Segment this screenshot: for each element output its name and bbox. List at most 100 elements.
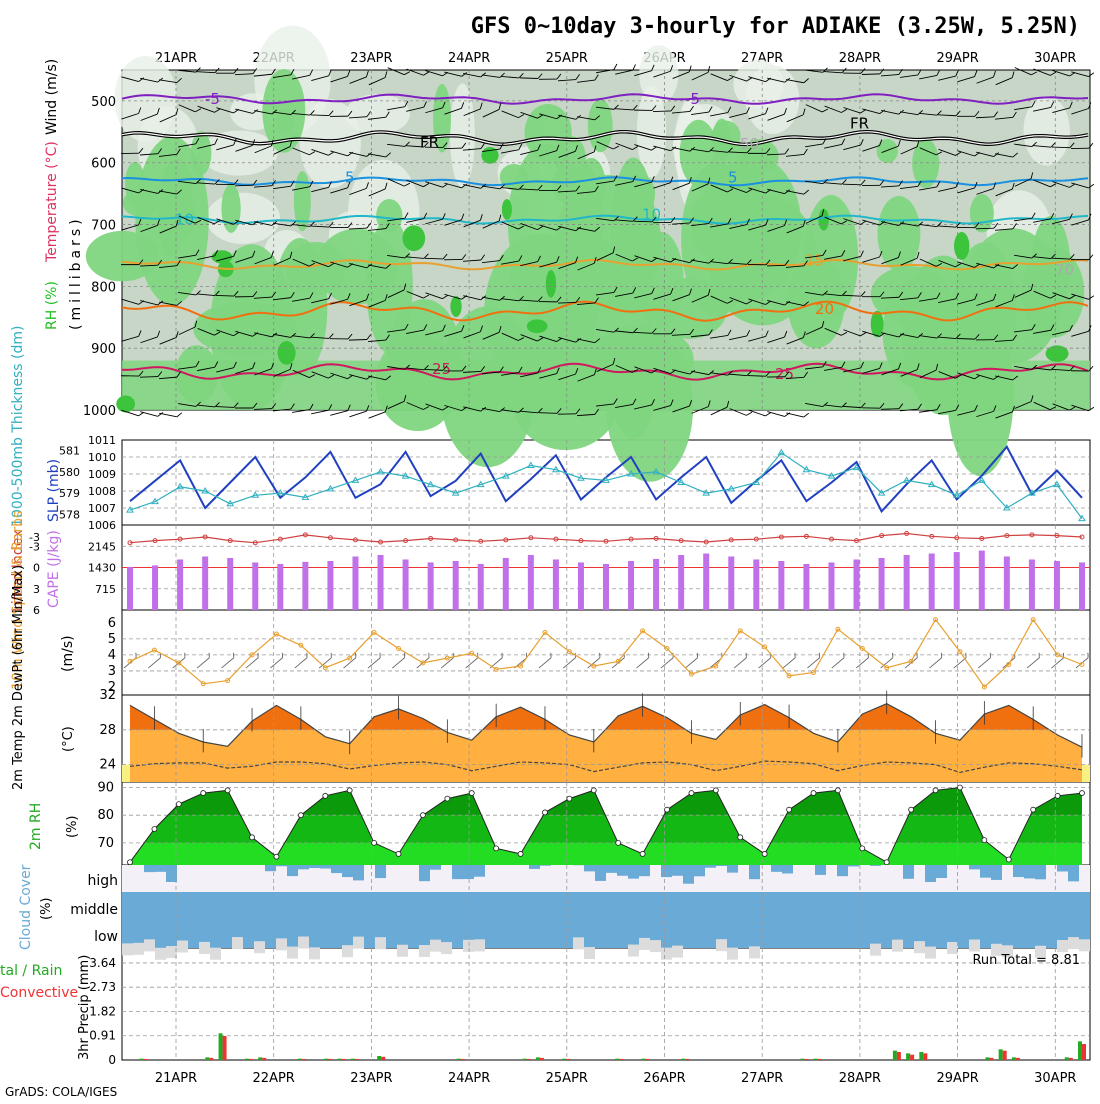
- cloud-low-gap: [969, 940, 980, 952]
- cloud-low-gap: [474, 939, 485, 951]
- precip-total-bar: [258, 1057, 262, 1060]
- date-label: 30APR: [1034, 51, 1076, 66]
- cloud-low-gap: [254, 941, 265, 953]
- cloud-low-gap: [342, 945, 353, 957]
- cloud-high-bar: [1024, 865, 1035, 878]
- rh-point: [372, 840, 377, 845]
- precip-conv-bar: [1003, 1051, 1007, 1060]
- cloud-high-bar: [848, 865, 859, 866]
- ytick-slp: 1008: [88, 485, 116, 498]
- rh-point: [957, 785, 962, 790]
- cloud-high-bar: [375, 865, 386, 878]
- ytick-label: 1000: [83, 404, 116, 419]
- rh-point: [323, 793, 328, 798]
- rh-moist-patch: [970, 194, 994, 233]
- cloud-low-gap: [397, 945, 408, 957]
- cloud-level-label: low: [94, 929, 118, 945]
- cape-bar: [753, 559, 759, 610]
- precip-total-bar: [1012, 1057, 1016, 1060]
- barb-staff: [140, 377, 158, 378]
- ytick-wind: 6: [108, 616, 116, 631]
- ytick-label: 600: [91, 157, 116, 172]
- rh-point: [933, 788, 938, 793]
- cloud-high-bar: [782, 865, 793, 873]
- cloud-low-gap: [1057, 940, 1068, 952]
- ytick-li: 0: [33, 562, 40, 575]
- ylabel-2m-rh: 2m RH: [28, 803, 44, 850]
- rh-point: [860, 846, 865, 851]
- cape-bar: [152, 565, 158, 610]
- cape-bar: [1079, 562, 1085, 610]
- date-label: 28APR: [839, 1071, 881, 1086]
- precip-conv-bar: [328, 1059, 332, 1060]
- precip-conv-bar: [1069, 1058, 1073, 1060]
- barb-staff: [862, 74, 880, 75]
- cloud-low-gap: [672, 946, 683, 958]
- slp-ylabels: 1000-500mb Thickness (dm) SLP (mb): [10, 326, 62, 527]
- cloud-low-gap: [419, 945, 430, 957]
- cloud-mid-low: [122, 892, 1090, 948]
- run-total: Run Total = 8.81: [972, 953, 1080, 968]
- rh-high-patch: [871, 311, 884, 338]
- panel-frame: [122, 610, 1090, 695]
- contour-label: 10: [175, 211, 194, 229]
- barb-flag: [177, 412, 182, 418]
- barb-staff: [349, 411, 366, 417]
- rh-point: [347, 788, 352, 793]
- barb-staff: [957, 339, 975, 340]
- ytick-li: 3: [33, 583, 40, 596]
- ylabel-convective: Convective: [0, 985, 78, 1001]
- date-label: 22APR: [253, 1071, 295, 1086]
- precip-total-bar: [893, 1051, 897, 1060]
- rh-point: [909, 807, 914, 812]
- cloud-low-gap: [914, 941, 925, 953]
- precip-total-bar: [324, 1059, 328, 1060]
- cape-bar: [1054, 561, 1060, 610]
- rh-high-patch: [403, 225, 426, 251]
- ytick-label: 900: [91, 342, 116, 357]
- cloud-high-bar: [991, 865, 1002, 880]
- ylabel-wind: Wind (m/s): [44, 59, 60, 135]
- precip-conv-bar: [619, 1059, 623, 1060]
- cloud-high-bar: [1057, 865, 1068, 871]
- date-label: 23APR: [350, 1071, 392, 1086]
- precip-total-bar: [1065, 1057, 1069, 1060]
- precip-total-bar: [245, 1059, 249, 1060]
- cloud-high-bar: [144, 865, 155, 872]
- cloud-high-bar: [870, 865, 881, 866]
- precip-conv-bar: [540, 1058, 544, 1060]
- date-label: 24APR: [448, 1071, 490, 1086]
- cape-bar: [403, 559, 409, 610]
- rh-point: [884, 860, 889, 865]
- cloud-low-gap: [144, 939, 155, 951]
- barb-flag: [158, 411, 163, 417]
- cape-bar: [728, 557, 734, 610]
- cloud-low-gap: [727, 948, 738, 960]
- contour-label: 5: [728, 169, 738, 187]
- barb-staff: [843, 184, 861, 185]
- panel-frame: [122, 948, 1090, 1060]
- rh-point: [396, 851, 401, 856]
- ylabel-rh: RH (%): [44, 281, 60, 330]
- cloud-low-gap: [639, 938, 650, 950]
- rh-moist-patch: [221, 184, 240, 233]
- cloud-high-bar: [595, 865, 606, 881]
- precip-conv-bar: [262, 1058, 266, 1060]
- cloud-high-bar: [331, 865, 342, 873]
- barb-staff: [140, 412, 157, 417]
- cloud-high-bar: [155, 865, 166, 872]
- cloud-low-gap: [463, 940, 474, 952]
- precip-total-bar: [457, 1059, 461, 1060]
- contour-label: 15: [805, 251, 824, 269]
- barb-flag: [613, 64, 618, 70]
- cloud-high-bar: [529, 865, 540, 869]
- rh-point: [713, 788, 718, 793]
- contour-label: -5: [685, 90, 700, 108]
- rh-point: [835, 788, 840, 793]
- contour-label: 25: [775, 365, 794, 383]
- cloud-low-gap: [276, 938, 287, 950]
- rh-point: [128, 860, 133, 865]
- barb-staff: [330, 411, 347, 416]
